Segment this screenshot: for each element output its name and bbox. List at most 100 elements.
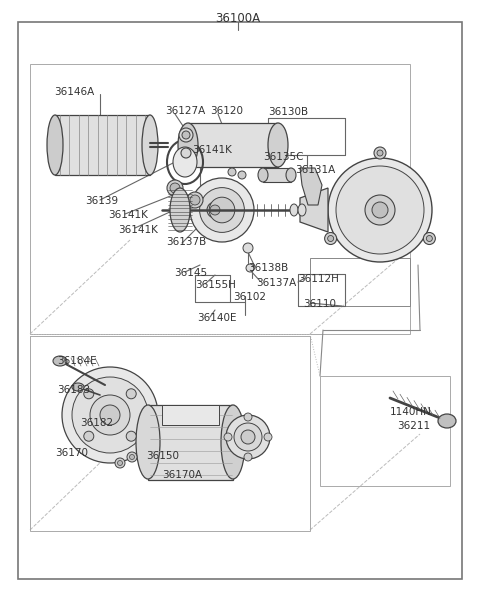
Circle shape <box>100 405 120 425</box>
Bar <box>162 405 219 425</box>
Bar <box>30 64 410 334</box>
Text: 36120: 36120 <box>210 106 243 116</box>
Ellipse shape <box>207 202 223 218</box>
Text: 36130B: 36130B <box>268 107 308 117</box>
Circle shape <box>244 413 252 421</box>
Ellipse shape <box>258 168 268 182</box>
Text: 36150: 36150 <box>146 451 179 461</box>
Text: 36211: 36211 <box>397 421 430 431</box>
Ellipse shape <box>136 405 160 479</box>
Text: 36155H: 36155H <box>195 280 236 290</box>
Circle shape <box>372 202 388 218</box>
Circle shape <box>365 195 395 225</box>
Bar <box>320 376 450 486</box>
Ellipse shape <box>210 205 220 215</box>
Circle shape <box>244 453 252 461</box>
Circle shape <box>190 178 254 242</box>
Bar <box>263 168 291 182</box>
Bar <box>310 258 410 306</box>
Circle shape <box>115 458 125 468</box>
Circle shape <box>181 148 191 158</box>
Circle shape <box>182 131 190 139</box>
Ellipse shape <box>173 147 197 177</box>
Text: 36146A: 36146A <box>54 87 94 97</box>
Text: 36112H: 36112H <box>298 274 339 284</box>
Ellipse shape <box>268 123 288 167</box>
Ellipse shape <box>298 204 306 216</box>
Ellipse shape <box>142 115 158 175</box>
Text: 36110: 36110 <box>303 299 336 309</box>
Text: 36141K: 36141K <box>108 210 148 220</box>
Text: 36137B: 36137B <box>166 237 206 247</box>
Circle shape <box>324 232 336 245</box>
Text: 36137A: 36137A <box>256 278 296 288</box>
Circle shape <box>423 232 435 245</box>
Circle shape <box>336 166 424 254</box>
Bar <box>148 405 233 480</box>
Circle shape <box>328 158 432 262</box>
Ellipse shape <box>170 183 180 193</box>
Circle shape <box>246 264 254 272</box>
Circle shape <box>241 430 255 444</box>
Circle shape <box>226 415 270 459</box>
Ellipse shape <box>438 414 456 428</box>
Text: 36141K: 36141K <box>192 145 232 155</box>
Circle shape <box>130 454 134 459</box>
Circle shape <box>127 452 137 462</box>
Circle shape <box>243 243 253 253</box>
Circle shape <box>179 128 193 142</box>
Circle shape <box>209 197 235 223</box>
Ellipse shape <box>187 192 203 208</box>
Ellipse shape <box>47 115 63 175</box>
Bar <box>80 415 135 453</box>
Text: 36135C: 36135C <box>263 152 303 162</box>
Ellipse shape <box>72 383 84 391</box>
Ellipse shape <box>53 356 67 366</box>
Circle shape <box>328 235 334 242</box>
Circle shape <box>200 187 244 232</box>
Circle shape <box>62 367 158 463</box>
Circle shape <box>426 235 432 242</box>
Circle shape <box>374 147 386 159</box>
Circle shape <box>264 433 272 441</box>
Text: 36145: 36145 <box>174 268 207 278</box>
Ellipse shape <box>170 188 190 232</box>
Ellipse shape <box>178 123 198 167</box>
Ellipse shape <box>190 195 200 205</box>
Text: 36102: 36102 <box>233 292 266 302</box>
Text: 36170A: 36170A <box>162 470 202 480</box>
Ellipse shape <box>167 180 183 196</box>
Text: 36141K: 36141K <box>118 225 158 235</box>
Bar <box>30 336 310 531</box>
Text: 36184E: 36184E <box>57 356 96 366</box>
Ellipse shape <box>286 168 296 182</box>
Circle shape <box>228 168 236 176</box>
Text: 36100A: 36100A <box>216 12 261 25</box>
Polygon shape <box>300 188 328 232</box>
Text: 36131A: 36131A <box>295 165 335 175</box>
Circle shape <box>224 433 232 441</box>
Ellipse shape <box>290 204 298 216</box>
Text: 36139: 36139 <box>85 196 118 206</box>
Circle shape <box>72 377 148 453</box>
Circle shape <box>234 423 262 451</box>
Bar <box>55 115 150 175</box>
Circle shape <box>90 395 130 435</box>
Text: 36182: 36182 <box>80 418 113 428</box>
Circle shape <box>126 389 136 399</box>
Text: 36138B: 36138B <box>248 263 288 273</box>
Text: 1140HN: 1140HN <box>390 407 432 417</box>
Text: 36170: 36170 <box>55 448 88 458</box>
Text: 36140E: 36140E <box>197 313 237 323</box>
Circle shape <box>377 150 383 156</box>
Circle shape <box>126 431 136 441</box>
Circle shape <box>238 171 246 179</box>
Circle shape <box>118 460 122 466</box>
Ellipse shape <box>221 405 245 479</box>
Text: 36127A: 36127A <box>165 106 205 116</box>
Polygon shape <box>300 168 322 205</box>
Circle shape <box>84 431 94 441</box>
Text: 36183: 36183 <box>57 385 90 395</box>
Bar <box>188 123 278 167</box>
Circle shape <box>84 389 94 399</box>
